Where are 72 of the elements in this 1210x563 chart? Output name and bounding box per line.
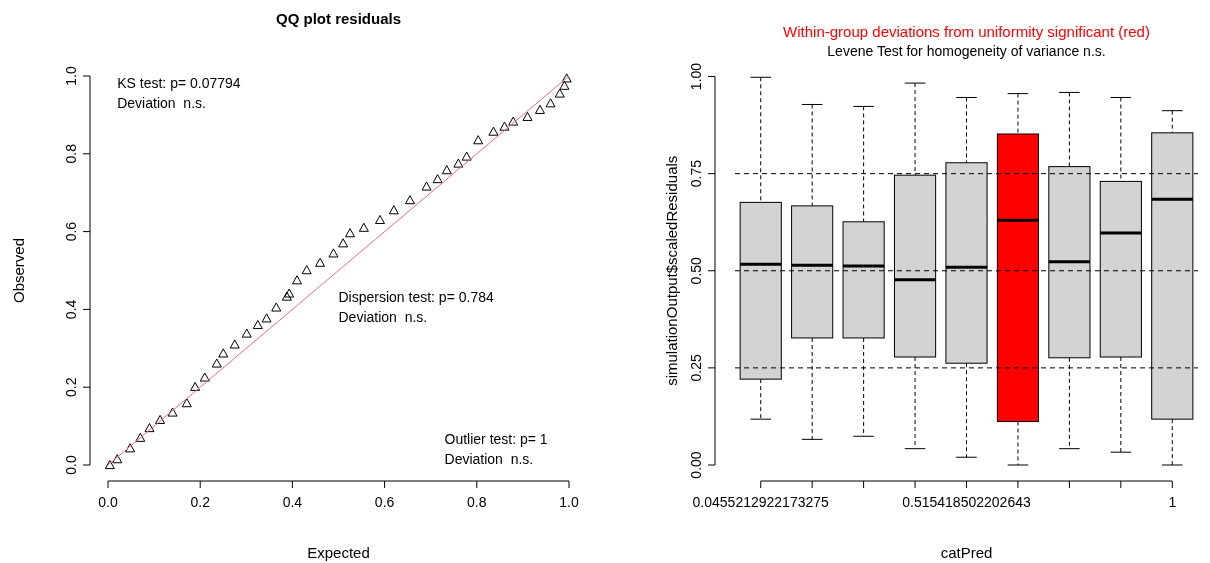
point (144, 423, 155, 433)
point (338, 238, 349, 248)
point (522, 111, 533, 121)
y-tick-label: 0.2 (63, 377, 79, 397)
point (534, 104, 545, 114)
x-tick-label: 1.0 (559, 494, 579, 510)
point (125, 443, 136, 453)
y-axis-title: Observed (10, 237, 27, 304)
point (404, 195, 415, 205)
point (155, 414, 166, 424)
x-tick-label: 0.515418502202643 (902, 494, 1031, 510)
point (499, 121, 510, 131)
x-axis-title: Expected (307, 544, 370, 561)
point (473, 135, 484, 145)
y-axis-title: simulationOutput$scaledResiduals (663, 155, 680, 386)
annotation: KS test: p= 0.07794 Deviation n.s. (117, 74, 241, 111)
point (374, 214, 385, 225)
x-tick-label: 0.8 (467, 494, 487, 510)
point (241, 328, 252, 338)
y-tick-label: 1.00 (688, 62, 704, 91)
point (461, 151, 472, 161)
point (218, 348, 229, 358)
y-tick-label: 0.0 (63, 455, 79, 475)
point (190, 381, 201, 391)
point (292, 275, 303, 285)
point (315, 257, 326, 267)
point (167, 407, 178, 417)
point (559, 80, 570, 90)
point (261, 313, 272, 323)
x-axis-title: catPred (940, 544, 993, 561)
point (181, 398, 192, 408)
point (211, 358, 222, 368)
y-tick-label: 1.0 (63, 66, 79, 86)
y-tick-label: 0.8 (63, 143, 79, 164)
chart-title: QQ plot residuals (275, 10, 402, 27)
y-tick-label: 0.75 (688, 159, 704, 188)
point (358, 222, 369, 232)
point (545, 98, 556, 108)
point (421, 181, 432, 191)
point (488, 126, 499, 136)
x-tick-label: 1 (1168, 494, 1177, 510)
point (441, 165, 452, 175)
point (112, 454, 123, 464)
point (554, 88, 565, 98)
x-tick-label: 0.6 (374, 494, 395, 510)
y-tick-label: 0.00 (688, 451, 704, 479)
point (453, 158, 464, 168)
point (229, 339, 240, 349)
chart-subtitle: Levene Test for homogeneity of variance n.s. (827, 43, 1106, 59)
x-tick-label: 0.0 (98, 494, 118, 510)
point (199, 372, 210, 382)
x-tick-label: 0.0455212922173275 (692, 494, 830, 510)
annotation: Dispersion test: p= 0.784 Deviation n.s. (338, 288, 494, 325)
chart-title: Within-group deviations from uniformity significant (red) (783, 23, 1150, 40)
y-tick-label: 0.4 (63, 299, 79, 320)
annotation: Outlier test: p= 1 Deviation n.s. (444, 430, 548, 467)
point (508, 116, 519, 126)
point (388, 205, 399, 215)
y-tick-label: 0.6 (63, 221, 79, 242)
x-tick-label: 0.4 (282, 494, 303, 510)
point (345, 228, 356, 238)
point (271, 302, 282, 312)
point (252, 319, 263, 330)
point (432, 174, 443, 184)
point (135, 432, 146, 442)
point (561, 73, 572, 83)
y-tick-label: 0.25 (688, 354, 704, 382)
point (328, 248, 339, 258)
point (301, 265, 312, 275)
point (104, 460, 115, 470)
y-tick-label: 0.50 (688, 256, 704, 285)
x-tick-label: 0.2 (190, 494, 211, 510)
